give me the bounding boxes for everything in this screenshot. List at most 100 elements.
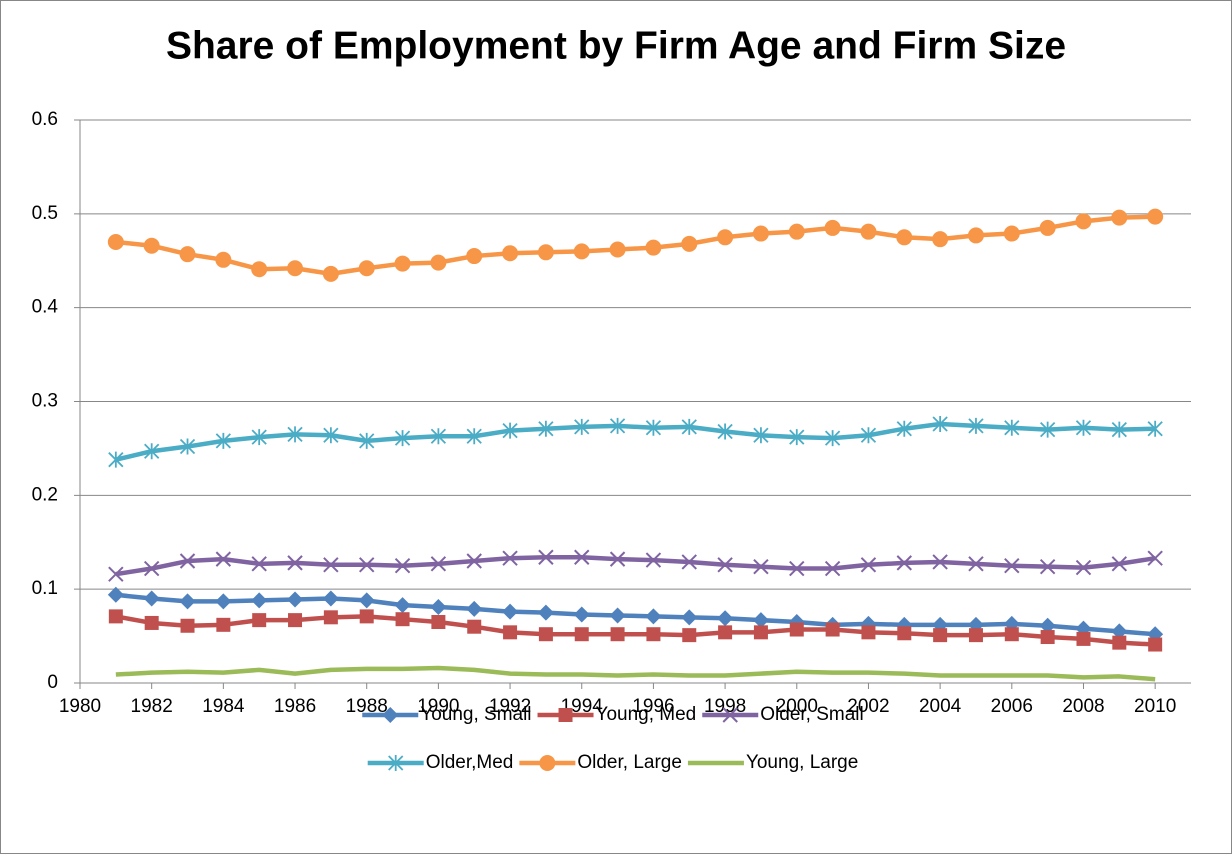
x-tick-label: 1980 [59, 696, 101, 717]
marker [717, 610, 734, 627]
marker [1076, 631, 1091, 646]
marker [574, 627, 589, 642]
marker [1004, 558, 1020, 574]
marker [215, 432, 231, 449]
series-line [115, 555, 1156, 577]
marker [466, 248, 483, 265]
marker [430, 598, 447, 615]
marker [251, 261, 268, 278]
marker [538, 549, 554, 565]
marker [466, 553, 482, 569]
marker [395, 612, 410, 627]
marker [860, 427, 877, 444]
marker [1039, 558, 1056, 575]
marker [394, 430, 411, 447]
marker [466, 428, 482, 445]
marker [430, 556, 447, 572]
marker [717, 229, 734, 246]
marker [322, 265, 339, 282]
marker [789, 622, 804, 637]
x-tick-label: 1982 [131, 696, 173, 717]
marker [968, 417, 984, 434]
marker [502, 550, 518, 566]
marker [860, 557, 877, 573]
marker [431, 615, 446, 630]
marker [1075, 213, 1092, 230]
marker [287, 591, 304, 608]
marker [287, 426, 303, 443]
marker [430, 428, 447, 445]
marker [388, 755, 404, 771]
legend-row: Older,Med Older, Large Young, Large [367, 752, 858, 773]
marker [573, 606, 590, 623]
marker [717, 557, 733, 573]
legend-label: Young, Large [746, 752, 858, 773]
legend-label: Young, Med [596, 704, 697, 725]
x-tick-label: 1990 [417, 696, 459, 717]
marker [1075, 559, 1092, 576]
y-tick-label: 0.1 [32, 578, 58, 599]
marker [722, 707, 738, 723]
legend-row: Young, Small Young, Med Older, Small [362, 704, 864, 725]
marker [897, 626, 912, 641]
marker [108, 609, 123, 624]
marker [824, 219, 841, 236]
marker [1111, 209, 1128, 226]
marker [645, 419, 662, 436]
marker [645, 608, 662, 625]
marker [107, 586, 124, 603]
marker [502, 422, 518, 439]
marker [467, 619, 482, 634]
legend-label: Young, Small [420, 704, 531, 725]
marker [323, 557, 339, 573]
marker [682, 628, 697, 643]
marker [287, 555, 303, 571]
marker [358, 260, 375, 277]
marker [394, 558, 411, 574]
marker [1111, 623, 1128, 640]
x-tick-label: 1986 [274, 696, 316, 717]
marker [144, 615, 159, 630]
y-tick-label: 0 [47, 672, 58, 693]
x-tick-label: 1996 [632, 696, 674, 717]
marker [216, 617, 231, 632]
marker [681, 235, 698, 252]
marker [179, 246, 196, 263]
marker [1040, 630, 1055, 645]
marker [322, 590, 339, 607]
x-tick-label: 2004 [919, 696, 962, 717]
marker [896, 229, 913, 246]
marker [681, 554, 697, 570]
y-tick-label: 0.3 [32, 391, 58, 412]
marker [558, 708, 573, 722]
marker [574, 418, 590, 435]
marker [1003, 225, 1020, 242]
marker [610, 627, 625, 642]
marker [179, 553, 196, 569]
marker [1075, 419, 1092, 436]
marker [645, 552, 662, 568]
marker [824, 430, 841, 447]
marker [143, 237, 160, 254]
marker [788, 223, 805, 240]
marker [1004, 419, 1020, 436]
marker [144, 443, 160, 460]
marker [394, 597, 411, 614]
marker [251, 429, 267, 446]
legend-label: Older,Med [426, 752, 514, 773]
marker [753, 427, 769, 444]
marker [358, 592, 375, 609]
x-tick-label: 2010 [1134, 696, 1176, 717]
marker [466, 600, 483, 617]
y-tick-label: 0.2 [32, 484, 58, 505]
marker [861, 625, 876, 640]
marker [1148, 637, 1163, 652]
marker [825, 622, 840, 637]
marker [968, 556, 984, 572]
marker [609, 241, 626, 258]
marker [502, 603, 519, 620]
marker [359, 609, 374, 624]
marker [323, 610, 338, 625]
marker [252, 613, 267, 628]
